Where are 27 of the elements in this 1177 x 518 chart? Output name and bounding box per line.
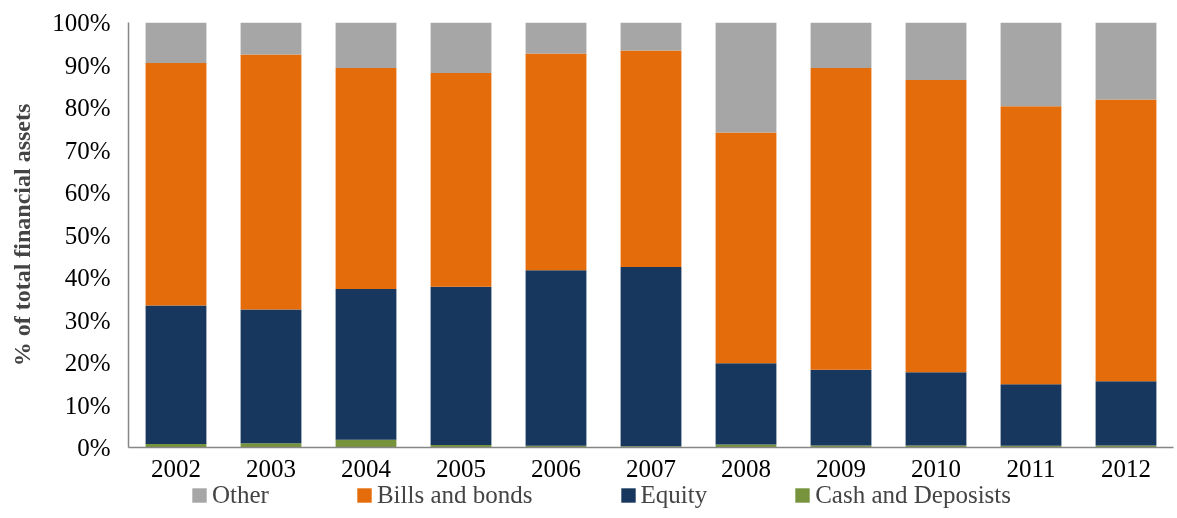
legend-label: Cash and Deposists <box>815 481 1011 509</box>
x-tick-label: 2008 <box>721 454 771 482</box>
legend-label: Other <box>212 481 269 509</box>
x-tick-label: 2011 <box>1006 454 1056 482</box>
y-tick-label: 100% <box>52 9 111 36</box>
y-tick-label: 40% <box>64 264 111 291</box>
y-tick-label: 50% <box>64 221 111 249</box>
x-tick-label: 2007 <box>626 454 676 482</box>
y-tick-label: 10% <box>64 391 111 419</box>
x-tick-label: 2009 <box>816 454 866 482</box>
y-tick-label: 70% <box>64 136 111 164</box>
y-tick-label: 80% <box>64 94 111 121</box>
y-tick-label: 30% <box>64 306 111 334</box>
x-tick-label: 2006 <box>531 454 581 482</box>
x-tick-label: 2010 <box>911 454 961 482</box>
x-tick-label: 2005 <box>436 454 486 482</box>
y-tick-label: 20% <box>64 349 111 376</box>
y-tick-label: 0% <box>77 434 111 461</box>
y-tick-label: 90% <box>64 51 111 79</box>
x-tick-label: 2012 <box>1101 454 1151 482</box>
y-axis-title: % of total financial assets <box>9 103 36 367</box>
legend-label: Equity <box>640 481 708 509</box>
x-tick-label: 2003 <box>246 454 296 482</box>
x-tick-label: 2004 <box>341 454 392 482</box>
x-tick-label: 2002 <box>151 454 201 482</box>
legend-label: Bills and bonds <box>376 481 533 509</box>
y-tick-label: 60% <box>64 179 111 206</box>
